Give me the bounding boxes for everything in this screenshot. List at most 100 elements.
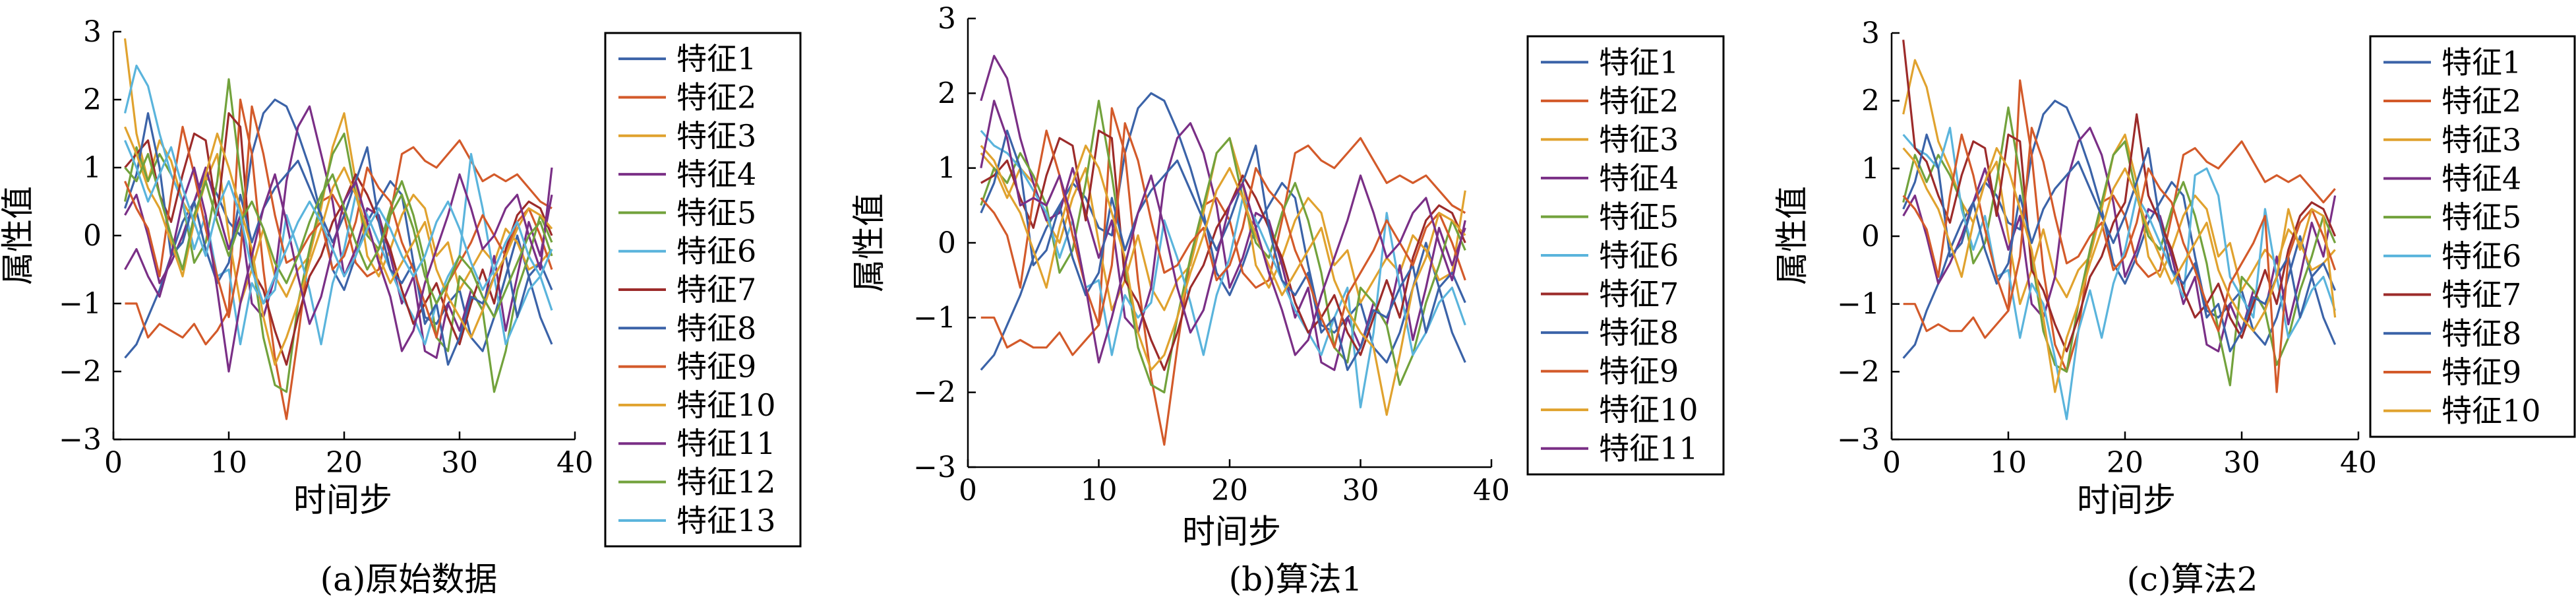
legend-label: 特征3 [1599,121,1679,157]
series-line [123,78,553,393]
legend-label: 特征6 [676,234,756,269]
legend-label: 特征1 [676,41,756,77]
legend-label: 特征13 [676,503,776,538]
x-tick-label: 30 [441,446,478,480]
series-line [1902,40,2337,353]
legend-label: 特征9 [2441,354,2521,390]
legend-label: 特征8 [2441,315,2521,351]
y-tick-label: −1 [1837,288,1880,321]
legend-label: 特征8 [1599,315,1679,350]
legend-label: 特征3 [2441,122,2521,158]
legend-label: 特征4 [1599,160,1679,196]
panel-caption: (a)原始数据 [320,560,498,598]
series-line [124,126,553,366]
x-tick-label: 40 [2340,446,2377,480]
y-tick-label: 1 [83,151,102,185]
legend-label: 特征10 [1599,392,1698,428]
y-tick-label: 2 [83,83,102,117]
legend-label: 特征7 [1599,276,1679,312]
x-axis-label: 时间步 [2077,481,2176,519]
y-axis-label: 属性值 [0,186,37,285]
x-tick-label: 10 [210,446,247,480]
legend-label: 特征5 [676,195,756,230]
x-tick-label: 40 [1473,474,1510,507]
panel-caption: (b)算法1 [1229,560,1363,598]
x-tick-label: 0 [959,474,977,507]
y-tick-label: −1 [913,301,956,335]
y-tick-label: −3 [913,451,956,484]
y-tick-label: 1 [938,152,956,185]
series-line [1902,146,2337,393]
series-line [980,129,1466,371]
legend-label: 特征5 [1599,199,1679,234]
series-line [124,140,553,305]
y-axis-label: 属性值 [1773,186,1811,285]
legend-label: 特征7 [2441,277,2521,313]
legend-label: 特征10 [2441,393,2541,429]
y-tick-label: 0 [1861,220,1880,253]
y-axis-label: 属性值 [850,193,888,292]
y-tick-label: −1 [59,287,102,321]
legend-label: 特征2 [1599,83,1679,119]
series-line [1902,106,2337,387]
x-tick-label: 40 [556,446,593,480]
x-tick-label: 0 [104,446,123,480]
y-tick-label: 3 [83,15,102,49]
x-tick-label: 30 [2223,446,2260,480]
y-tick-label: −2 [913,376,956,410]
y-tick-label: 3 [938,2,956,36]
x-tick-label: 0 [1882,446,1901,480]
y-tick-label: −2 [59,355,102,389]
legend-label: 特征1 [1599,44,1679,80]
y-tick-label: 3 [1861,16,1880,50]
legend-label: 特征6 [1599,238,1679,273]
legend-label: 特征8 [676,310,756,346]
series-line [124,112,553,366]
x-tick-label: 20 [326,446,363,480]
y-tick-label: 1 [1861,152,1880,185]
legend-box [2369,35,2576,438]
legend-label: 特征5 [2441,199,2521,235]
y-tick-label: −3 [1837,423,1880,457]
series-line [1902,127,2337,420]
series-line [124,166,553,373]
series-line [980,55,1466,371]
series-line [980,100,1466,364]
x-tick-label: 20 [2107,446,2143,480]
series-line [980,144,1466,416]
legend-label: 特征6 [2441,238,2521,274]
panel-caption: (c)算法2 [2127,560,2258,598]
y-tick-label: 2 [1861,84,1880,118]
series-line [125,98,553,420]
series-line [980,107,1466,446]
series-line [123,64,553,346]
legend-label: 特征2 [676,79,756,115]
y-tick-label: −3 [59,423,102,457]
legend-label: 特征9 [676,349,756,385]
legend-label: 特征9 [1599,354,1679,389]
x-tick-label: 20 [1211,474,1248,507]
y-tick-label: 0 [938,226,956,260]
y-tick-label: 2 [938,77,956,110]
legend-label: 特征1 [2441,44,2521,80]
legend-label: 特征3 [676,118,756,154]
x-tick-label: 30 [1342,474,1379,507]
legend-label: 特征7 [676,272,756,307]
series-line [980,100,1466,394]
legend-label: 特征2 [2441,83,2521,119]
legend-label: 特征4 [676,156,756,192]
series-line [1903,79,2336,373]
series-line [1902,133,2337,353]
series-line [1902,127,2337,393]
legend-label: 特征11 [1599,431,1698,466]
series-line [980,92,1466,371]
x-tick-label: 10 [1081,474,1118,507]
series-line [980,129,1466,408]
